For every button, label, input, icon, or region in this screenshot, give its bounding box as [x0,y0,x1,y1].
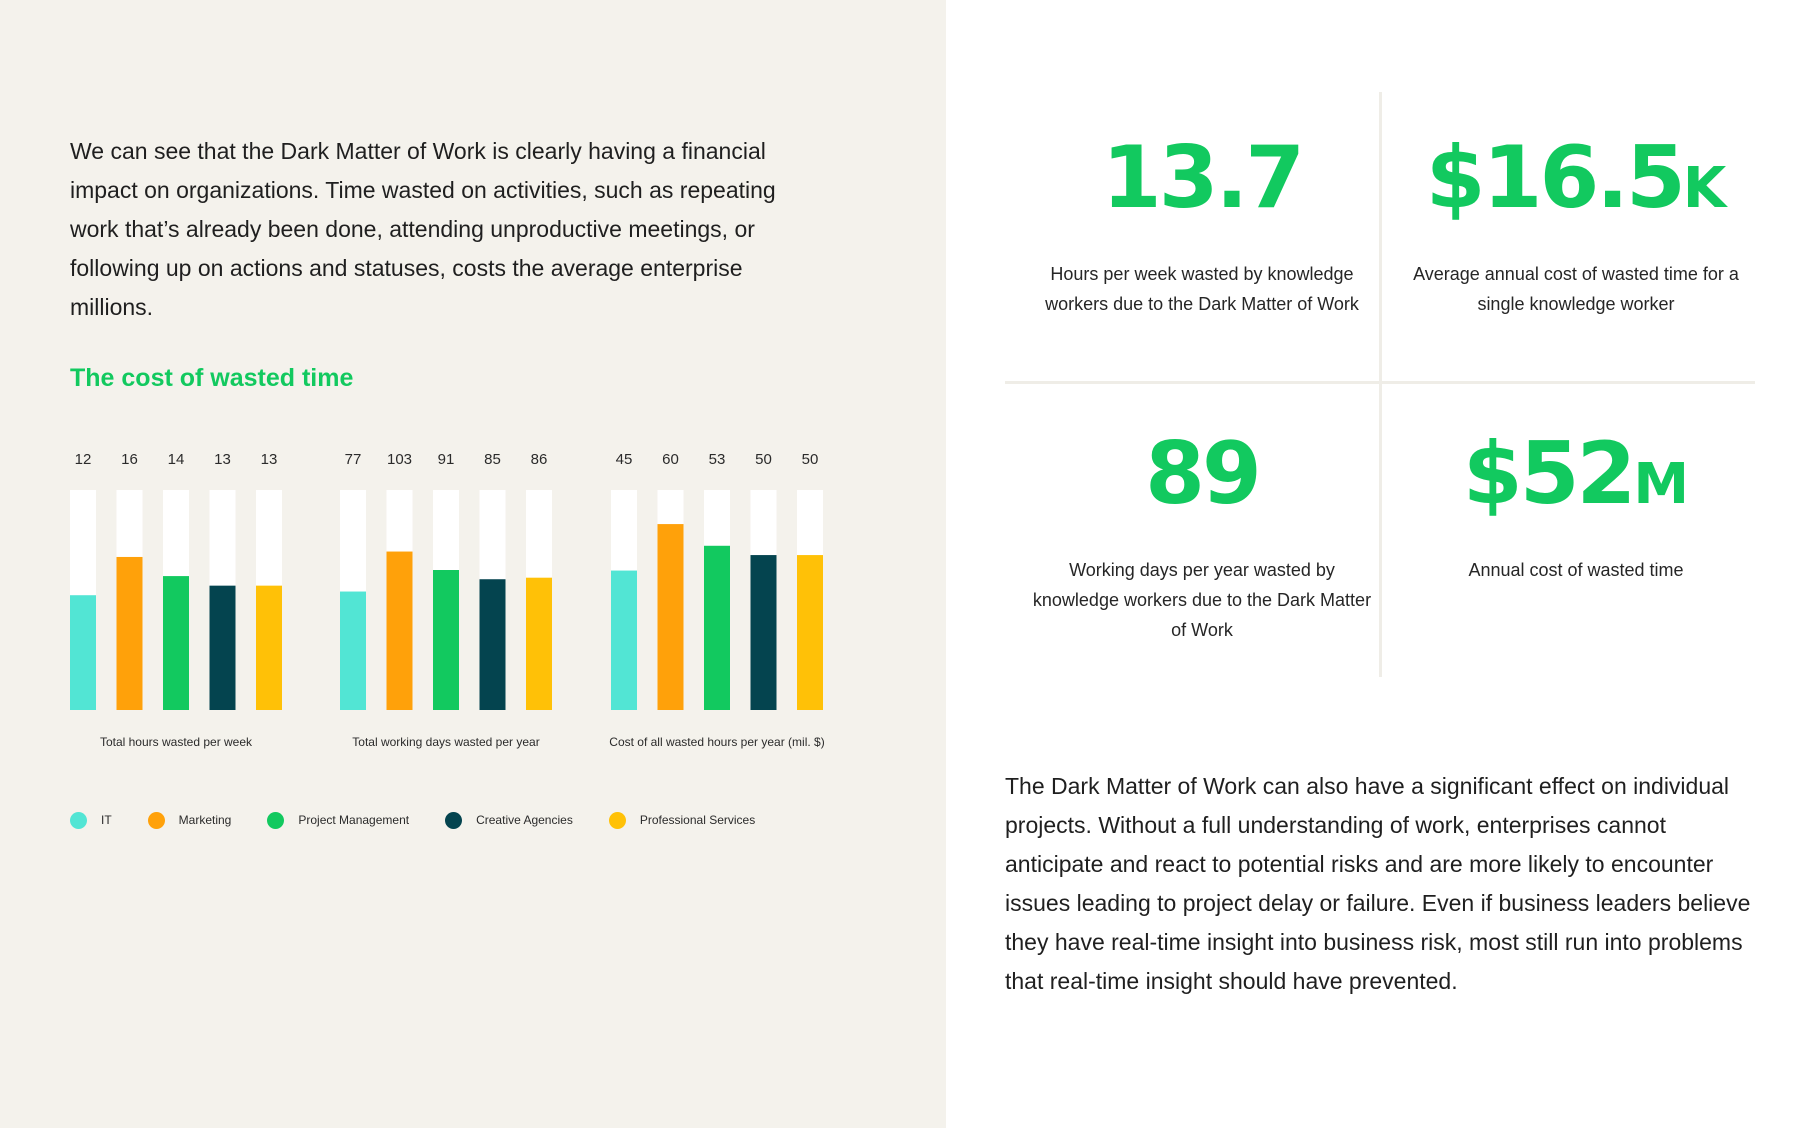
data-label-creative-agencies: 50 [755,451,772,468]
legend-label: Marketing [178,813,232,827]
legend-label: Project Management [298,813,410,827]
stat-annual-cost-per-worker: $16.5K Average annual cost of wasted tim… [1406,130,1746,319]
stats-horizontal-divider [1005,381,1755,384]
legend-item-creative-agencies: Creative Agencies [445,811,573,829]
axis-label-total-hours-wasted-per-week: Total hours wasted per week [100,735,253,749]
stat-description: Hours per week wasted by knowledge worke… [1045,264,1359,314]
intro-paragraph: We can see that the Dark Matter of Work … [70,138,776,320]
left-panel: We can see that the Dark Matter of Work … [0,0,946,1128]
stat-working-days-per-year: 89 Working days per year wasted by knowl… [1032,426,1372,645]
legend-label: IT [101,813,112,827]
bar-marketing [657,524,684,710]
stat-value: $16.5K [1425,128,1727,228]
bar-project-management [704,545,730,710]
bar-creative-agencies [209,585,236,710]
bar-professional-services [256,585,282,710]
stat-annual-cost-total: $52M Annual cost of wasted time [1406,426,1746,585]
bar-it [70,595,96,710]
legend-swatch [70,811,87,829]
stat-value: 13.7 [1101,128,1305,228]
bar-marketing [116,556,143,710]
stat-hours-per-week: 13.7 Hours per week wasted by knowledge … [1032,130,1372,319]
data-label-marketing: 103 [387,451,412,468]
data-label-professional-services: 50 [802,451,819,468]
data-label-professional-services: 13 [261,451,278,468]
legend-swatch [445,811,463,829]
chart-title: The cost of wasted time [70,364,354,392]
data-label-professional-services: 86 [531,451,548,468]
data-label-it: 12 [75,451,92,468]
bar-project-management [433,570,459,710]
stat-value: $52M [1462,424,1690,524]
bar-it [340,591,366,710]
axis-label-total-working-days-wasted-per-year: Total working days wasted per year [352,735,539,749]
data-label-project-management: 53 [709,451,726,468]
stat-value: 89 [1145,424,1262,524]
axis-label-cost-of-all-wasted-hours-per-year-mil: Cost of all wasted hours per year (mil. … [609,735,824,749]
data-label-creative-agencies: 13 [214,451,231,468]
legend-label: Professional Services [639,813,756,827]
bar-project-management [163,576,189,710]
chart-legend: IT Marketing Project Management Creative… [70,808,791,832]
bar-creative-agencies [479,579,506,710]
data-label-marketing: 60 [662,451,679,468]
stat-description: Average annual cost of wasted time for a… [1413,264,1739,314]
data-label-it: 45 [616,451,633,468]
bar-group-total-hours-wasted-per-week: 12 16 14 13 13 Total hours wasted per week [70,451,282,749]
bar-professional-services [526,577,552,710]
legend-item-marketing: Marketing [147,811,232,829]
data-label-project-management: 14 [168,451,185,468]
legend-swatch [608,811,626,829]
stat-description: Annual cost of wasted time [1468,560,1684,580]
bar-marketing [386,551,413,710]
legend-swatch [267,811,285,829]
legend-item-it: IT [70,811,112,829]
legend-item-project-management: Project Management [267,811,410,829]
bar-charts: 12 16 14 13 13 Total hours wasted per week 77 1… [70,451,825,749]
bar-it [611,570,637,710]
data-label-marketing: 16 [121,451,138,468]
bar-creative-agencies [750,555,777,710]
bar-group-total-working-days-wasted-per-year: 77 103 91 85 86 Total working days wasted per… [340,451,552,749]
data-label-it: 77 [345,451,362,468]
legend-swatch [147,811,165,829]
data-label-creative-agencies: 85 [484,451,501,468]
legend-label: Creative Agencies [476,813,573,827]
stats-vertical-divider [1379,92,1382,677]
bar-professional-services [797,555,823,710]
legend-item-professional-services: Professional Services [608,811,756,829]
data-label-project-management: 91 [438,451,455,468]
outro-paragraph: The Dark Matter of Work can also have a … [1005,773,1751,994]
bar-group-cost-of-all-wasted-hours-per-year-mil: 45 60 53 50 50 Cost of all wasted hours per y… [609,451,824,749]
stat-description: Working days per year wasted by knowledg… [1032,560,1372,640]
